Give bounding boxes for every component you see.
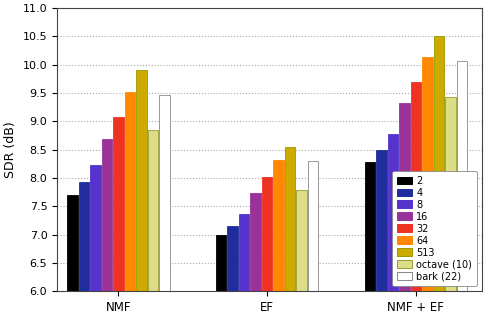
Bar	[364, 162, 375, 291]
Bar	[79, 182, 89, 291]
Bar	[296, 190, 307, 291]
Bar	[113, 117, 124, 291]
Legend: 2, 4, 8, 16, 32, 64, 513, octave (10), bark (22): 2, 4, 8, 16, 32, 64, 513, octave (10), b…	[392, 171, 477, 286]
Bar	[445, 97, 456, 291]
Bar	[159, 95, 170, 291]
Bar	[422, 57, 433, 291]
Bar	[239, 214, 249, 291]
Bar	[124, 92, 135, 291]
Bar	[102, 140, 112, 291]
Bar	[262, 177, 273, 291]
Bar	[90, 165, 101, 291]
Bar	[227, 226, 238, 291]
Bar	[308, 161, 318, 291]
Bar	[148, 130, 158, 291]
Bar	[285, 147, 295, 291]
Bar	[216, 235, 226, 291]
Bar	[434, 37, 444, 291]
Bar	[411, 82, 421, 291]
Bar	[399, 103, 410, 291]
Bar	[376, 150, 387, 291]
Bar	[67, 195, 78, 291]
Bar	[388, 134, 398, 291]
Bar	[136, 70, 147, 291]
Bar	[250, 193, 261, 291]
Bar	[273, 160, 284, 291]
Y-axis label: SDR (dB): SDR (dB)	[4, 121, 17, 178]
Bar	[457, 61, 467, 291]
